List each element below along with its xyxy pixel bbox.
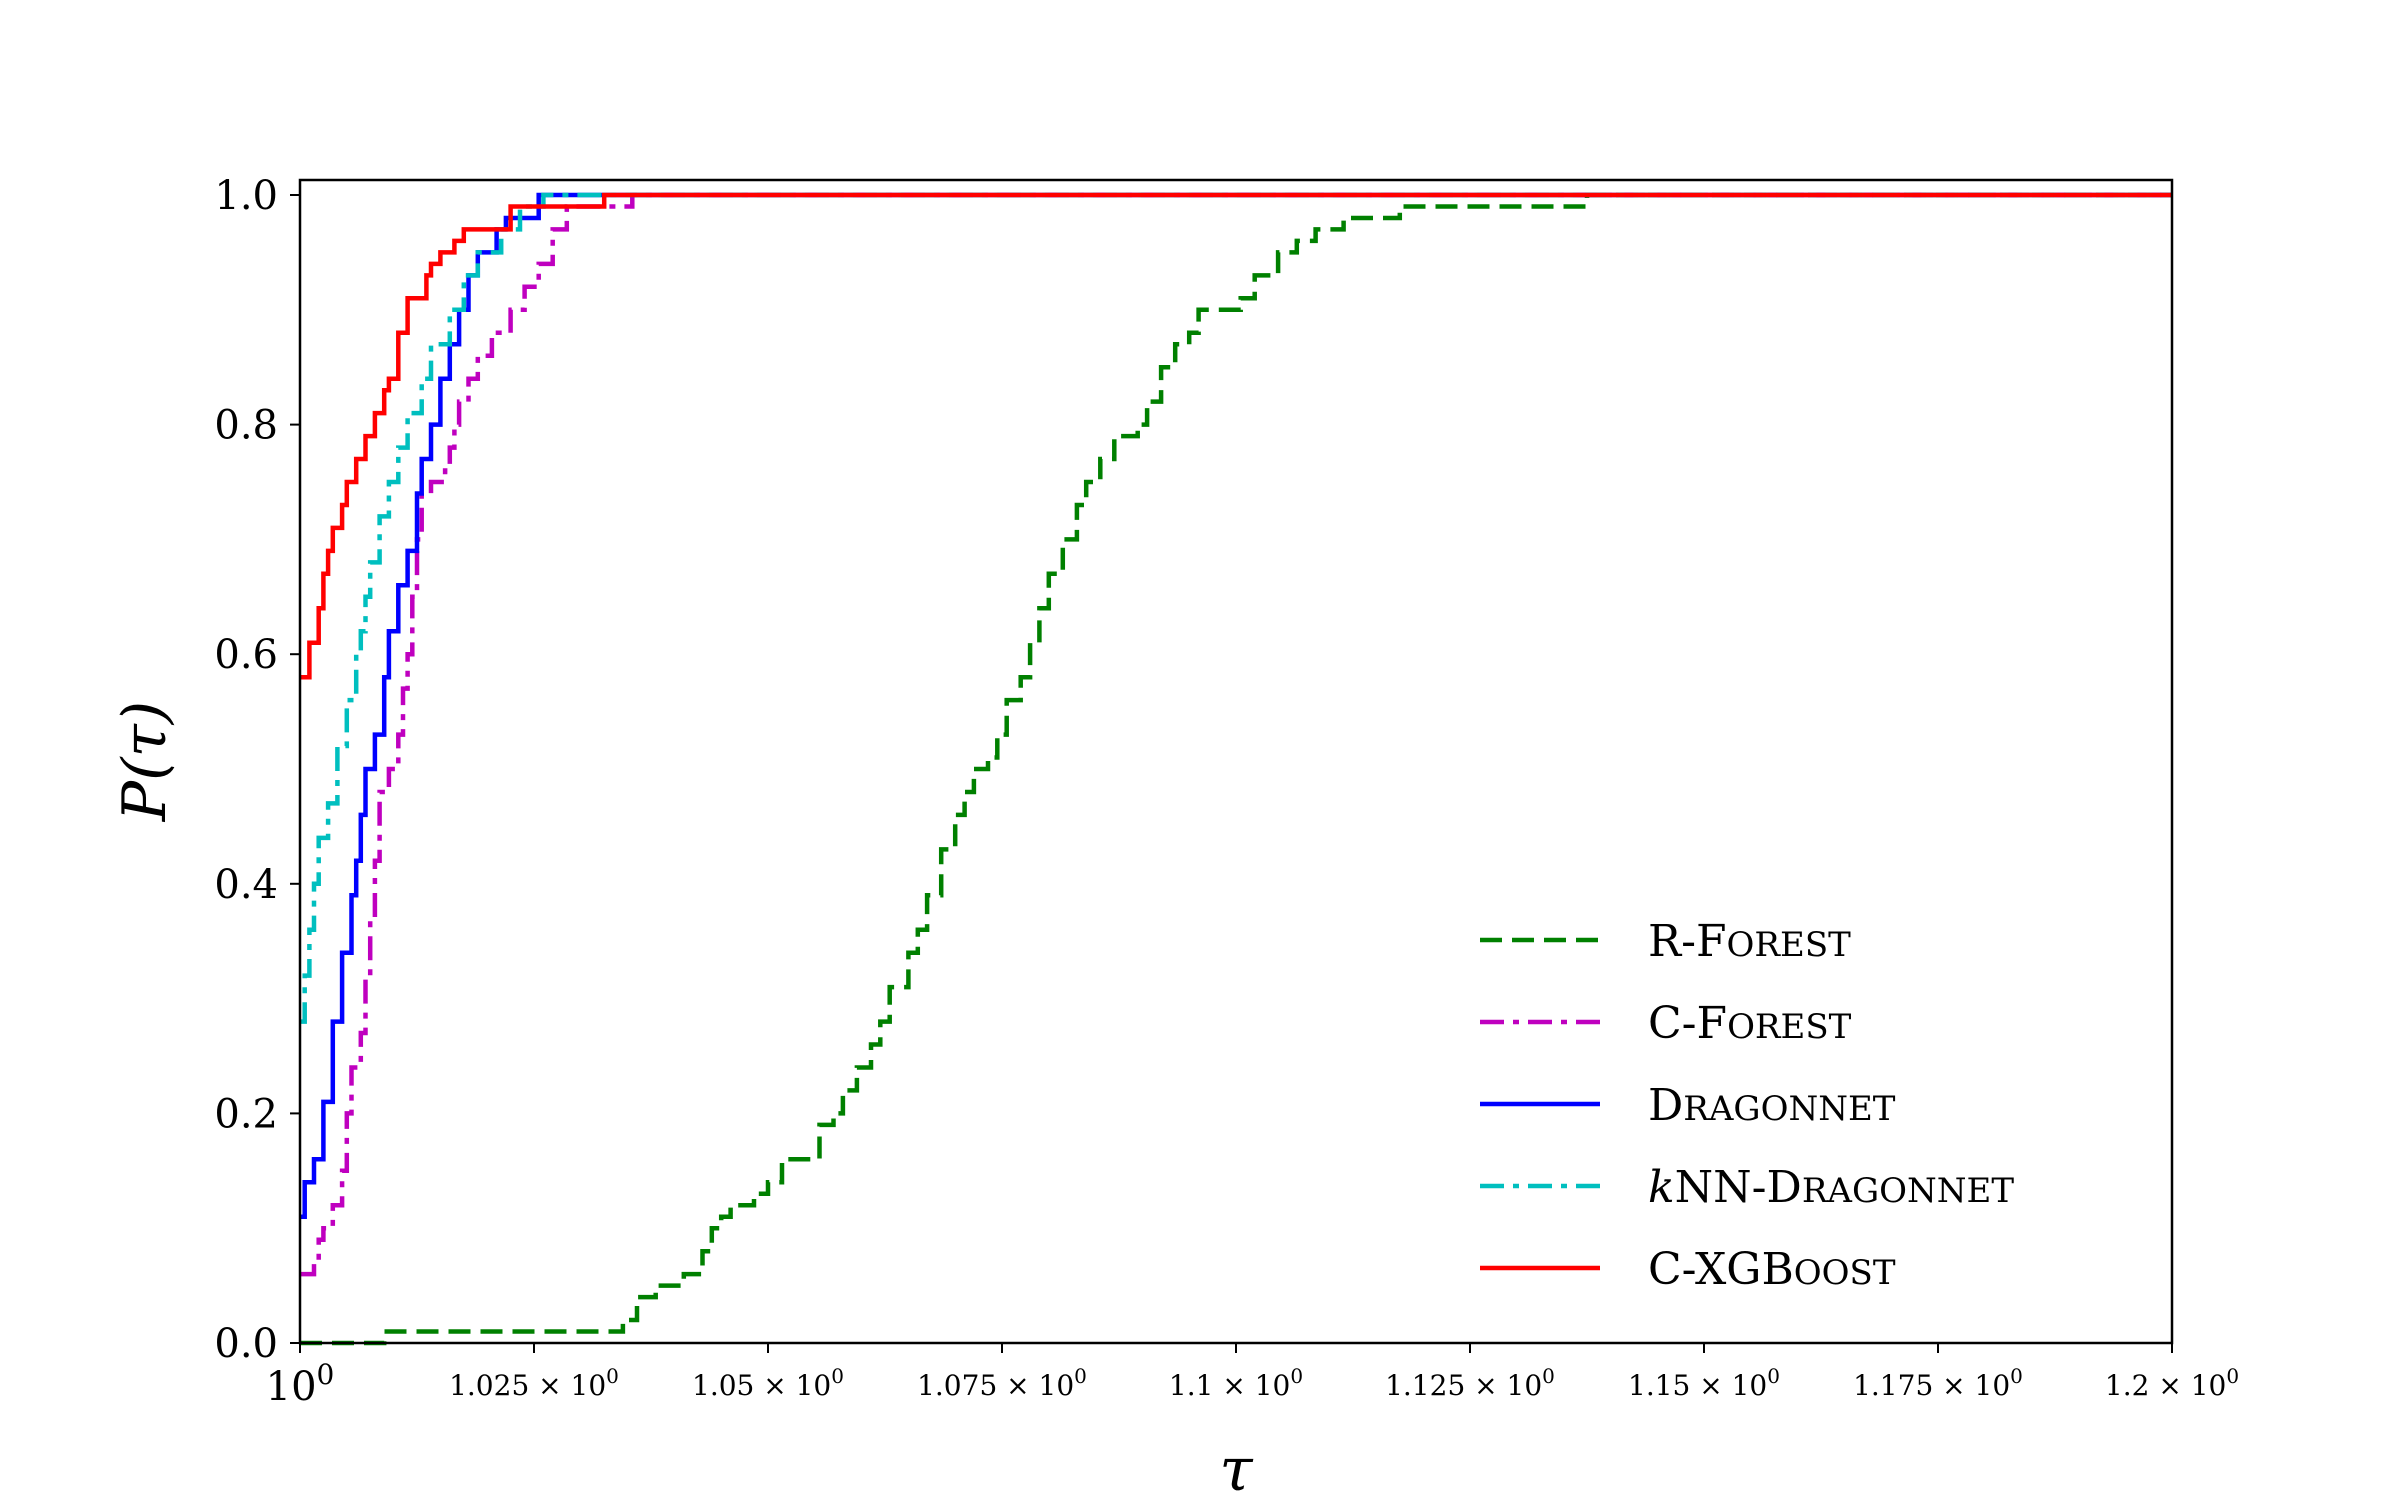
series-line-knn-dragonnet	[300, 192, 2172, 1024]
legend-label-knn-dragonnet: kNN-DRAGONNET	[1648, 1162, 2014, 1213]
y-tick-label: 0.0	[214, 1321, 278, 1367]
series-layer	[300, 192, 2172, 1346]
x-tick-label: 1.1 × 100	[1169, 1364, 1303, 1402]
x-tick-label: 1.2 × 100	[2105, 1364, 2239, 1402]
y-tick-label: 0.8	[214, 403, 278, 449]
x-tick-label: 1.075 × 100	[917, 1364, 1087, 1402]
legend-label-c-xgboost: C-XGBOOST	[1648, 1244, 1896, 1295]
y-tick-label: 0.2	[214, 1091, 278, 1137]
legend-label-r-forest: R-FOREST	[1648, 916, 1851, 967]
x-axis-label: τ	[1219, 1435, 1253, 1500]
x-tick-label: 1.05 × 100	[692, 1364, 844, 1402]
x-axis: 100 1.025 × 100 1.05 × 100 1.075 × 100 1.1 ×…	[266, 1343, 2239, 1410]
y-axis: 0.0 0.2 0.4 0.6 0.8 1.0	[214, 173, 300, 1367]
series-line-c-xgboost	[300, 192, 2172, 680]
y-tick-label: 0.4	[214, 862, 278, 908]
legend-label-dragonnet: DRAGONNET	[1648, 1080, 1896, 1131]
series-line-r-forest	[300, 192, 2172, 1346]
series-line-c-forest	[300, 192, 2172, 1277]
y-tick-label: 1.0	[214, 173, 278, 219]
legend-label-c-forest: C-FOREST	[1648, 998, 1852, 1049]
legend: R-FOREST C-FOREST DRAGONNET kNN-DRAGONNET C-…	[1480, 916, 2014, 1295]
y-axis-label: P(τ)	[110, 701, 180, 822]
y-tick-label: 0.6	[214, 632, 278, 678]
x-tick-label: 1.125 × 100	[1385, 1364, 1555, 1402]
x-tick-label: 1.175 × 100	[1853, 1364, 2023, 1402]
x-tick-label: 1.15 × 100	[1628, 1364, 1780, 1402]
x-tick-label: 100	[266, 1358, 335, 1410]
x-tick-label: 1.025 × 100	[449, 1364, 619, 1402]
